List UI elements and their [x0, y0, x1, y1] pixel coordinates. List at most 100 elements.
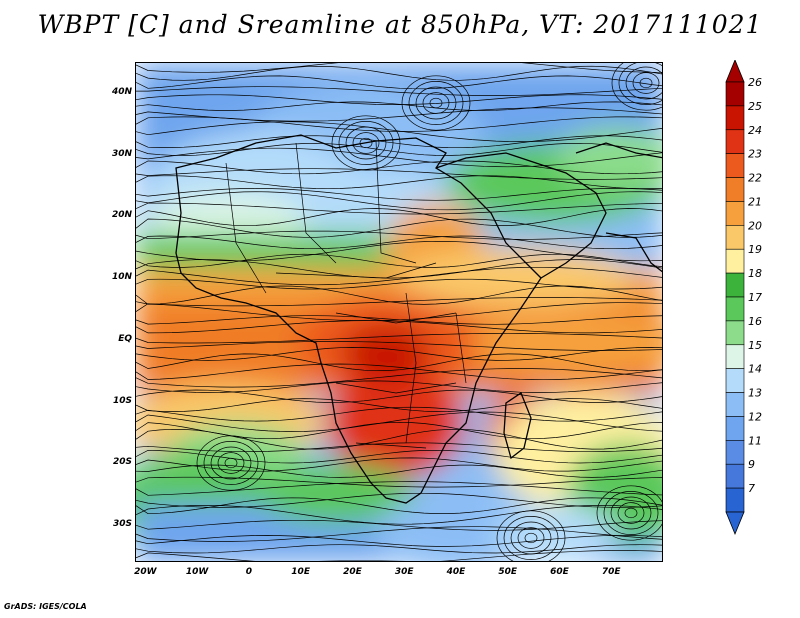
streamline	[136, 202, 662, 215]
lon-tick-label: 20E	[343, 567, 362, 577]
vortex-streamline	[338, 121, 394, 165]
streamline	[136, 519, 662, 531]
vortex-streamline	[610, 496, 652, 530]
streamline	[136, 442, 662, 453]
vortex-streamline	[401, 75, 471, 131]
streamline	[136, 497, 662, 515]
vortex-streamline	[224, 457, 238, 469]
colorbar-label: 15	[748, 339, 762, 352]
lat-tick-label: 10N	[111, 272, 132, 283]
streamline	[136, 65, 662, 81]
streamline	[136, 240, 662, 262]
map-frame	[135, 62, 663, 562]
streamline	[136, 142, 662, 156]
colorbar-label: 12	[748, 410, 762, 423]
lon-tick-label: 60E	[550, 567, 569, 577]
vortex-streamline	[632, 72, 660, 94]
colorbar-swatch	[725, 296, 745, 322]
grads-credit: GrADS: IGES/COLA	[4, 602, 87, 611]
colorbar-swatch	[725, 416, 745, 441]
streamline	[136, 544, 662, 554]
colorbar-swatch	[725, 153, 745, 178]
colorbar-swatch	[725, 129, 745, 154]
colorbar-label: 20	[748, 219, 762, 232]
streamline	[136, 266, 662, 286]
colorbar-label: 18	[748, 267, 762, 280]
lat-tick-label: 30S	[112, 518, 132, 529]
lon-tick-label: 20W	[134, 567, 157, 577]
streamline	[136, 315, 662, 325]
streamline	[136, 168, 662, 180]
lat-tick-label: 10S	[112, 395, 132, 406]
streamline	[136, 160, 662, 175]
vortex-streamline	[596, 485, 662, 541]
colorbar-label: 16	[748, 315, 762, 328]
colorbar-label: 17	[748, 291, 762, 304]
streamline	[136, 147, 662, 168]
map-title: WBPT [C] and Sreamline at 850hPa, VT: 20…	[37, 10, 763, 39]
colorbar-swatch	[725, 201, 745, 226]
streamline	[136, 380, 662, 393]
streamline	[136, 411, 662, 432]
colorbar-swatch	[725, 463, 745, 489]
colorbar-label: 26	[748, 76, 762, 89]
vortex-streamline	[624, 507, 638, 519]
vortex-streamline	[617, 502, 645, 524]
streamline	[136, 253, 662, 268]
streamline	[136, 208, 662, 227]
streamline	[136, 526, 662, 542]
colorbar-label: 14	[748, 363, 762, 376]
vortex-streamline	[210, 446, 252, 480]
streamline	[136, 278, 662, 290]
colorbar-top-arrow	[725, 60, 745, 83]
lon-tick-label: 70E	[601, 567, 621, 577]
colorbar-swatch	[725, 320, 745, 346]
vortex-streamline	[639, 77, 653, 89]
streamline	[136, 341, 662, 351]
streamlines	[136, 63, 662, 561]
lon-tick-label: 0	[245, 567, 252, 577]
wbpt-streamline-map	[136, 63, 662, 561]
streamline	[136, 297, 662, 307]
vortex-streamline	[618, 63, 662, 105]
colorbar: 26 25 24 23 22 21 20 19 18 17 16 15 14 13 12 11 9 7	[725, 60, 762, 536]
colorbar-label: 13	[748, 387, 762, 400]
vortex-streamline	[429, 97, 443, 109]
lon-tick-label: 10W	[185, 567, 209, 577]
streamline	[136, 63, 662, 73]
streamline	[136, 101, 662, 111]
vortex-streamline	[503, 516, 559, 560]
vortex-streamline	[517, 527, 545, 549]
lat-tick-label: 20N	[111, 210, 132, 221]
vortex-streamline	[496, 510, 566, 561]
vortex-streamline	[217, 452, 245, 474]
wbpt-shading	[136, 63, 662, 561]
colorbar-label: 23	[748, 148, 762, 161]
colorbar-swatch	[725, 344, 745, 369]
coastlines	[175, 134, 662, 504]
streamline	[136, 457, 662, 472]
streamline	[136, 191, 662, 211]
lat-tick-label: 20S	[112, 457, 132, 468]
streamline	[136, 389, 662, 403]
vortex-streamline	[203, 441, 259, 485]
colorbar-swatch	[725, 81, 745, 107]
streamline	[136, 235, 662, 250]
colorbar-label: 7	[748, 482, 755, 495]
colorbar-label: 19	[748, 243, 762, 256]
vortex-streamline	[359, 137, 373, 149]
vortex-streamline	[510, 521, 552, 555]
streamline	[136, 353, 662, 372]
colorbar-label: 22	[748, 172, 762, 185]
streamline	[136, 175, 662, 190]
vortex-streamline	[408, 81, 464, 125]
streamline	[136, 75, 662, 90]
lon-tick-label: 50E	[498, 567, 518, 577]
vortex-streamline	[625, 66, 662, 100]
streamline	[136, 368, 662, 388]
colorbar-swatch	[725, 225, 745, 250]
streamline	[136, 464, 662, 478]
streamline	[136, 230, 662, 240]
lon-tick-label: 30E	[394, 567, 414, 577]
lat-tick-label: 30N	[111, 148, 132, 159]
